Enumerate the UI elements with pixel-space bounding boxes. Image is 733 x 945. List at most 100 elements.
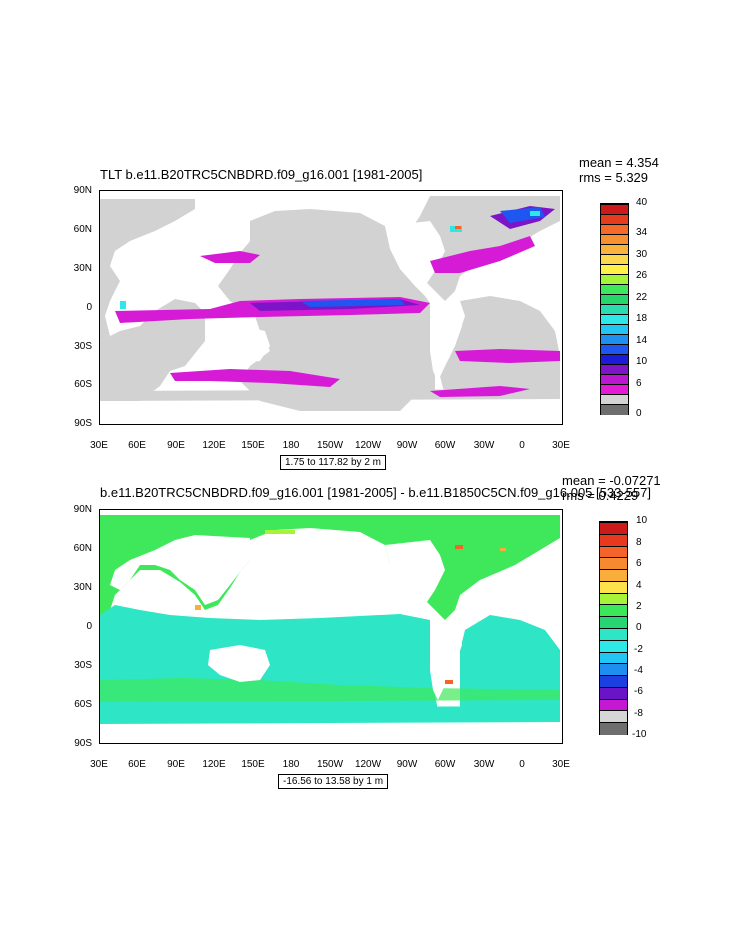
panel-1-map-svg [100,196,560,411]
colorbar-swatch [600,686,627,700]
colorbar-label: 30 [636,249,648,260]
x-tick-label: 120W [354,759,382,770]
colorbar-swatch [601,404,628,415]
colorbar-swatch [601,284,628,295]
colorbar-swatch [601,274,628,285]
panel-2-range-label: -16.56 to 13.58 by 1 m [278,774,389,789]
colorbar-label: 10 [636,356,648,367]
x-tick-label: 30E [90,759,108,770]
colorbar-label: 14 [636,335,648,346]
x-tick-label: 60W [434,440,456,451]
colorbar-swatch [601,354,628,365]
colorbar-swatch [600,639,627,653]
x-tick-label: 60E [128,440,146,451]
x-tick-label: 90W [396,759,418,770]
colorbar-swatch [600,698,627,712]
panel-1-map [99,190,563,425]
colorbar-label: 4 [636,580,642,591]
x-tick-label: 180 [282,440,300,451]
panel-1-range-label: 1.75 to 117.82 by 2 m [280,455,386,470]
colorbar-swatch [601,254,628,265]
x-tick-label: 90E [167,440,185,451]
colorbar-swatch [601,214,628,225]
y-tick-label: 90N [73,504,92,515]
panel-1: TLT b.e11.B20TRC5CNBDRD.f09_g16.001 [198… [0,0,733,470]
y-tick-label: 60N [73,224,92,235]
colorbar-swatch [600,580,627,594]
colorbar-swatch [601,294,628,305]
y-tick-label: 90S [74,418,92,429]
colorbar-swatch [601,374,628,385]
colorbar-swatch [601,264,628,275]
x-tick-label: 60W [434,759,456,770]
colorbar-label: 0 [636,408,642,419]
colorbar-swatch [600,663,627,677]
colorbar-label: 6 [636,558,642,569]
x-tick-label: 0 [519,440,525,451]
colorbar-swatch [600,557,627,571]
x-tick-label: 90E [167,759,185,770]
colorbar-swatch [601,314,628,325]
colorbar-label: 18 [636,313,648,324]
colorbar-label: 40 [636,197,648,208]
y-tick-label: 60S [74,699,92,710]
colorbar-swatch [600,710,627,724]
colorbar-label: -10 [632,729,647,740]
colorbar-swatch [601,304,628,315]
y-tick-label: 0 [86,621,92,632]
colorbar-swatch [600,628,627,641]
colorbar-swatch [601,334,628,345]
y-tick-label: 60S [74,379,92,390]
panel-1-orange-spots [455,226,461,229]
colorbar-label: 8 [636,537,642,548]
colorbar-swatch [601,244,628,255]
colorbar-label: 0 [636,622,642,633]
x-tick-label: 30E [552,440,570,451]
x-tick-label: 150W [316,759,344,770]
panel-1-title: TLT b.e11.B20TRC5CNBDRD.f09_g16.001 [198… [100,167,423,182]
panel-2-anomaly-spots [195,530,506,684]
colorbar-swatch [600,592,627,606]
y-tick-label: 90S [74,738,92,749]
panel-2-stats: mean = -0.07271 rms = 0.4229 [562,473,661,503]
x-tick-label: 0 [519,759,525,770]
colorbar-swatch [600,533,627,547]
colorbar-label: 26 [636,270,648,281]
panel-1-colorbar [600,203,629,415]
panel-2-map-svg [100,515,560,724]
x-tick-label: 150E [241,759,265,770]
colorbar-swatch [600,604,627,618]
x-tick-label: 60E [128,759,146,770]
x-tick-label: 30W [473,440,495,451]
colorbar-swatch [601,344,628,355]
colorbar-swatch [601,234,628,245]
colorbar-label: -4 [634,665,643,676]
panel-1-rms: rms = 5.329 [579,170,649,185]
x-tick-label: 30E [552,759,570,770]
colorbar-swatch [601,324,628,335]
x-tick-label: 120E [202,440,226,451]
colorbar-swatch [601,394,628,405]
colorbar-label: 34 [636,227,648,238]
y-tick-label: 30N [73,582,92,593]
colorbar-swatch [600,522,627,535]
y-tick-label: 30S [74,341,92,352]
y-tick-label: 30N [73,263,92,274]
colorbar-label: 2 [636,601,642,612]
panel-1-mean: mean = 4.354 [579,155,659,170]
x-tick-label: 150W [316,440,344,451]
x-tick-label: 30E [90,440,108,451]
colorbar-swatch [600,675,627,688]
colorbar-swatch [601,224,628,235]
colorbar-swatch [600,651,627,665]
colorbar-swatch [601,384,628,395]
panel-1-land [110,216,560,381]
colorbar-swatch [600,616,627,629]
panel-2-map [99,509,563,744]
x-tick-label: 180 [282,759,300,770]
colorbar-label: 6 [636,378,642,389]
colorbar-label: -2 [634,644,643,655]
y-tick-label: 90N [73,185,92,196]
x-tick-label: 90W [396,440,418,451]
colorbar-swatch [600,545,627,559]
